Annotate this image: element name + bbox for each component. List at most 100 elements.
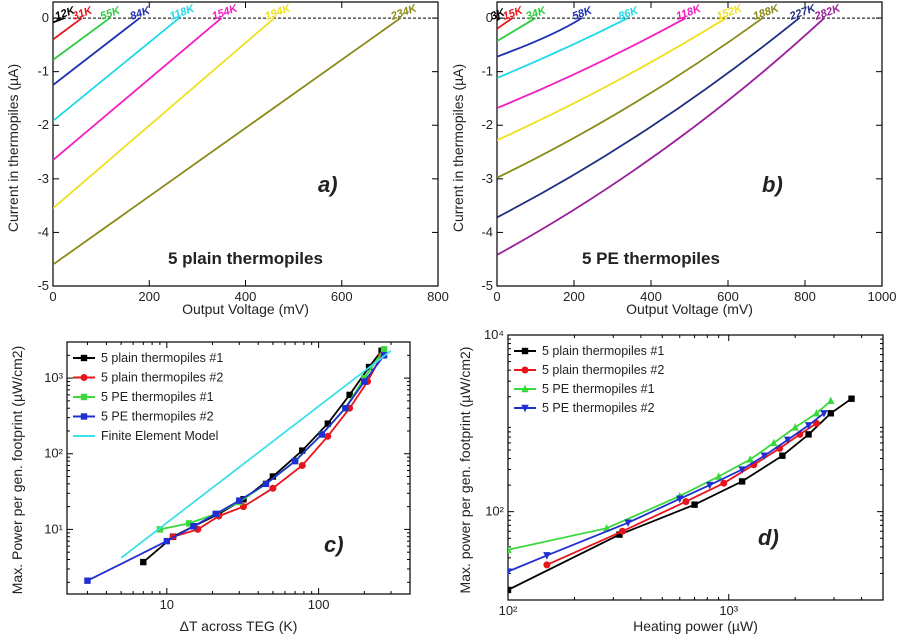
y-tick-label: 10⁴: [484, 327, 504, 342]
legend: 5 plain thermopiles #1 5 plain thermopile…: [73, 351, 223, 443]
data-point: [508, 545, 512, 554]
panel-label: a): [318, 172, 338, 197]
x-tick-label: 1000: [868, 289, 897, 304]
series-line: [53, 17, 83, 41]
x-tick-label: 100: [308, 597, 330, 612]
series-line: [172, 354, 383, 538]
panel-annotation: 5 PE thermopiles: [582, 249, 720, 268]
data-point: [779, 452, 786, 459]
data-point: [324, 420, 332, 427]
data-point: [508, 586, 512, 594]
x-axis-label: ΔT across TEG (K): [180, 618, 298, 634]
data-point: [624, 519, 632, 527]
legend-marker: [521, 384, 529, 393]
data-point: [190, 523, 197, 530]
data-point: [746, 455, 754, 463]
x-tick-label: 800: [427, 289, 449, 304]
y-tick-label: -5: [481, 278, 493, 293]
data-point: [618, 527, 626, 535]
series-line: [53, 17, 111, 61]
series-temperature-label: 118K: [168, 2, 197, 22]
series-line: [120, 349, 392, 559]
series-line: [497, 17, 501, 21]
series-temperature-label: 154K: [210, 2, 240, 23]
series-line: [497, 17, 727, 142]
data-point: [163, 537, 171, 545]
y-tick-label: -2: [37, 117, 49, 132]
data-point: [508, 568, 512, 576]
data-point: [156, 526, 164, 533]
data-point: [770, 438, 778, 447]
data-point: [848, 395, 855, 402]
x-tick-label: 600: [331, 289, 353, 304]
data-point: [602, 523, 611, 532]
panel-label: b): [762, 172, 783, 197]
legend-marker: [521, 404, 529, 413]
data-point: [380, 346, 388, 353]
panel-label: d): [758, 525, 779, 550]
x-axis-label: Heating power (µW): [633, 618, 758, 634]
y-axis-label: Current in thermopiles (µA): [450, 64, 466, 232]
x-tick-label: 800: [794, 289, 816, 304]
series-temperature-label: 152K: [715, 2, 745, 23]
data-point: [262, 480, 270, 488]
data-point: [140, 558, 147, 566]
data-point: [827, 410, 834, 417]
data-point: [543, 561, 551, 569]
data-point: [812, 409, 821, 417]
series-line: [53, 17, 401, 266]
legend-marker: [80, 374, 88, 381]
series-temperature-label: 15K: [501, 4, 525, 23]
data-point: [691, 501, 698, 508]
chart-panel-0: 0 200 400 600 800 -5 -4 -3 -2 -1 0 Output Voltage (…: [5, 1, 449, 317]
x-axis-label: Output Voltage (mV): [626, 301, 753, 317]
data-point: [676, 495, 684, 503]
y-tick-label: -3: [37, 171, 49, 186]
data-point: [813, 419, 821, 427]
y-tick-label: 10³: [44, 370, 63, 385]
series-group: [53, 17, 401, 266]
y-tick-label: 10¹: [44, 521, 63, 536]
data-point: [682, 498, 690, 506]
data-point: [298, 461, 306, 469]
data-point: [543, 552, 551, 560]
data-point: [342, 405, 349, 412]
chart-panel-3: 10² 10³ 10² 10⁴ Heating power (µW) Max. power…: [457, 327, 884, 634]
legend-marker: [80, 354, 88, 362]
data-point: [185, 520, 193, 527]
legend-label: 5 PE thermopiles #1: [542, 382, 655, 396]
series-line: [497, 17, 513, 30]
chart-panel-1: 0 200 400 600 800 1000 -5 -4 -3 -2 -1 0 Output Volta…: [450, 1, 897, 317]
legend-marker: [521, 347, 529, 355]
data-point: [269, 473, 277, 480]
data-point: [820, 410, 828, 418]
series-line: [497, 17, 800, 219]
y-tick-label: 10²: [485, 504, 504, 519]
y-tick-label: 0: [486, 10, 493, 25]
x-tick-label: 200: [138, 289, 160, 304]
series-line: [497, 17, 687, 109]
plot-frame: [507, 334, 884, 601]
series-temperature-label: 86K: [617, 4, 641, 23]
plot-frame: [52, 1, 439, 287]
data-point: [346, 391, 353, 399]
x-tick-label: 0: [49, 289, 56, 304]
y-tick-label: -1: [37, 64, 49, 79]
series-temperature-label: 194K: [263, 2, 293, 23]
series-temperature-label: 282K: [812, 2, 843, 23]
series-group: [84, 346, 392, 584]
data-point: [361, 374, 368, 382]
data-point: [827, 396, 835, 404]
y-tick-label: -5: [37, 278, 49, 293]
data-point: [318, 431, 326, 438]
data-point: [291, 457, 299, 465]
data-point: [299, 447, 306, 454]
legend-marker: [521, 366, 529, 374]
data-point: [714, 472, 723, 480]
series-temperature-label: 188K: [752, 2, 782, 23]
legend-label: 5 plain thermopiles #2: [101, 371, 223, 385]
y-tick-label: 10²: [44, 446, 63, 461]
plot-frame: [496, 1, 883, 287]
series-line: [508, 400, 832, 551]
